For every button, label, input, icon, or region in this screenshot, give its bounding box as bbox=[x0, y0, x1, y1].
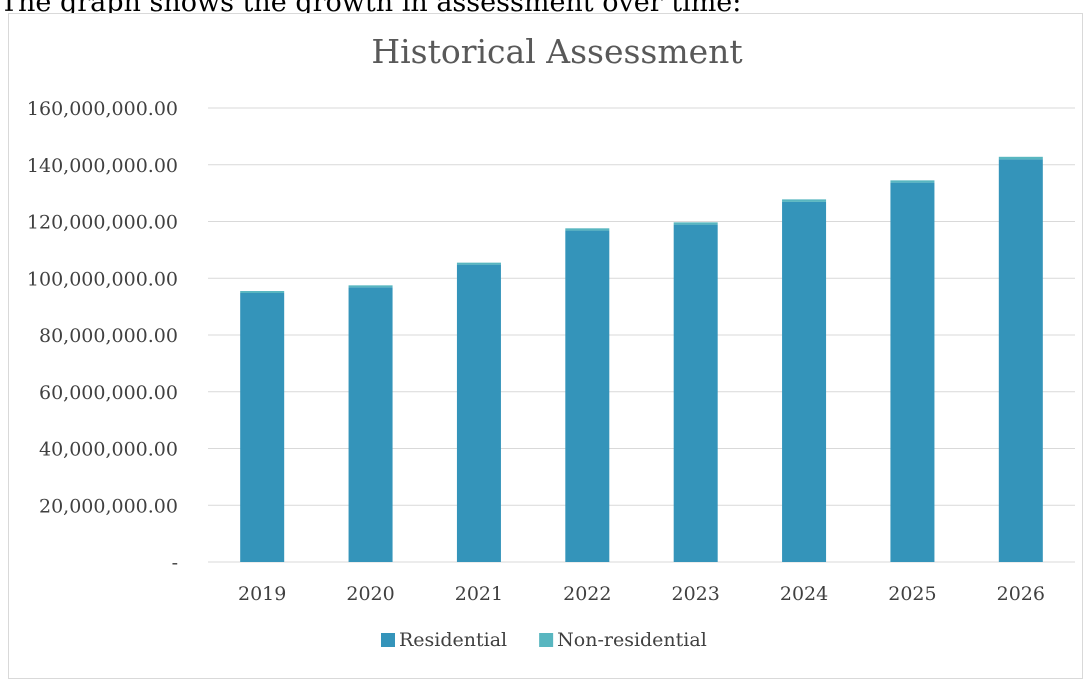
x-tick-label: 2025 bbox=[888, 583, 936, 605]
x-tick-label: 2024 bbox=[780, 583, 828, 605]
bar-segment bbox=[565, 228, 610, 231]
y-tick-label: 120,000,000.00 bbox=[27, 212, 178, 234]
y-axis: - 20,000,000.00 40,000,000.00 60,000,000.00… bbox=[27, 98, 178, 574]
x-tick-label: 2022 bbox=[563, 583, 611, 605]
legend-label: Residential bbox=[399, 629, 507, 651]
bar-segment bbox=[240, 293, 285, 562]
bar-segment bbox=[673, 222, 718, 225]
bar-segment bbox=[348, 287, 393, 562]
bar-segment bbox=[673, 224, 718, 562]
x-tick-label: 2020 bbox=[346, 583, 394, 605]
bar-segment bbox=[782, 199, 827, 202]
bar-segment bbox=[998, 156, 1043, 160]
gridlines bbox=[208, 107, 1075, 563]
x-tick-label: 2023 bbox=[672, 583, 720, 605]
y-tick-label: 140,000,000.00 bbox=[27, 155, 178, 177]
bar-segment bbox=[456, 262, 501, 265]
x-tick-label: 2021 bbox=[455, 583, 503, 605]
bar-segment bbox=[565, 230, 610, 562]
bar-segment bbox=[240, 291, 285, 294]
bar-segment bbox=[998, 159, 1043, 562]
bar-segment bbox=[456, 264, 501, 562]
y-tick-label: 60,000,000.00 bbox=[39, 382, 178, 404]
y-tick-label: 80,000,000.00 bbox=[39, 325, 178, 347]
y-tick-label: 40,000,000.00 bbox=[39, 439, 178, 461]
legend-swatch bbox=[539, 633, 554, 647]
chart-title: Historical Assessment bbox=[371, 32, 742, 71]
bar-segment bbox=[890, 182, 935, 562]
y-tick-label: 100,000,000.00 bbox=[27, 268, 178, 290]
x-tick-label: 2026 bbox=[997, 583, 1045, 605]
x-axis: 2019 2020 2021 2022 2023 2024 2025 2026 bbox=[238, 583, 1045, 605]
y-tick-label: 160,000,000.00 bbox=[27, 98, 178, 120]
legend: Residential Non-residential bbox=[381, 629, 707, 651]
y-tick-label: 20,000,000.00 bbox=[39, 495, 178, 517]
bar-segment bbox=[782, 201, 827, 562]
legend-label: Non-residential bbox=[557, 629, 707, 651]
bar-segment bbox=[890, 180, 935, 183]
legend-swatch bbox=[381, 633, 395, 647]
y-tick-label: - bbox=[172, 552, 178, 574]
bars bbox=[240, 156, 1043, 562]
bar-segment bbox=[348, 285, 393, 288]
x-tick-label: 2019 bbox=[238, 583, 286, 605]
